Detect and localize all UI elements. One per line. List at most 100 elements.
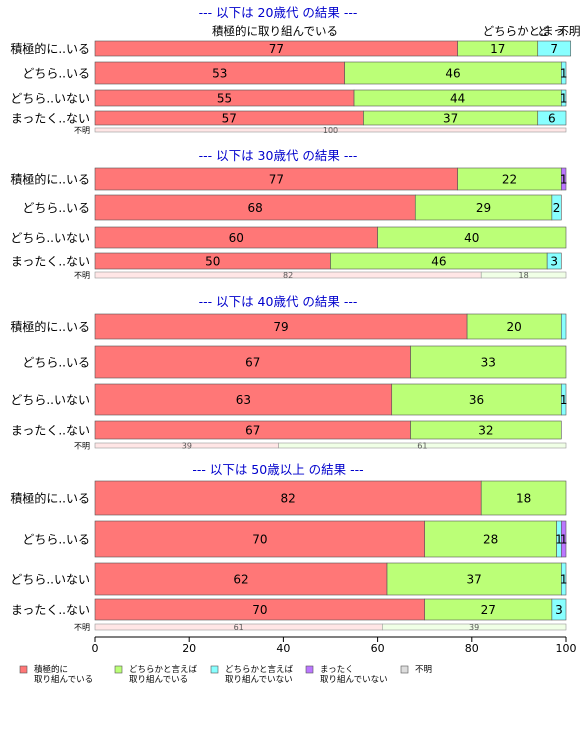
x-tick-label: 20: [182, 642, 196, 655]
legend-swatch: [400, 665, 409, 674]
bar-segment: [560, 520, 567, 558]
legend-label-line2: 取り組んでいる: [129, 674, 188, 685]
bar-segment: [94, 383, 393, 416]
row-label: まったく..ない: [11, 112, 90, 126]
data-label: 67: [245, 356, 260, 370]
bar-segment: [546, 252, 562, 270]
bar-segment: [560, 61, 567, 85]
data-label: 3: [550, 255, 558, 269]
bar-segment: [410, 345, 567, 379]
bar-segment: [537, 40, 572, 57]
legend-label-line1: 積極的に: [34, 664, 68, 675]
bar-segment: [94, 480, 482, 516]
row-label: どちら..いる: [22, 67, 90, 81]
data-label: 40: [464, 231, 479, 245]
row-label-unknown: 不明: [74, 623, 90, 632]
x-tick-label: 60: [371, 642, 385, 655]
data-label: 18: [516, 492, 531, 506]
data-label: 100: [323, 126, 338, 135]
bar-segment: [391, 383, 562, 416]
row-label: どちら..いる: [22, 533, 90, 547]
data-label: 1: [560, 533, 568, 547]
data-label: 61: [234, 623, 244, 632]
data-label: 22: [502, 173, 517, 187]
bar-segment: [278, 442, 567, 449]
row-label: どちら..いる: [22, 201, 90, 215]
data-label: 2: [553, 201, 561, 215]
data-label: 82: [280, 492, 295, 506]
data-label: 1: [560, 92, 568, 106]
data-label: 77: [269, 173, 284, 187]
bar-segment: [410, 420, 562, 440]
bar-segment: [560, 89, 567, 107]
row-label: どちら..いない: [10, 393, 90, 407]
data-label: 17: [490, 42, 505, 56]
data-label: 60: [229, 231, 244, 245]
data-label: 79: [273, 320, 288, 334]
row-label: まったく..ない: [11, 424, 90, 438]
data-label: 63: [236, 393, 251, 407]
data-label: 1: [560, 393, 568, 407]
data-label: 1: [560, 67, 568, 81]
legend-label-line2: 取り組んでいない: [320, 674, 388, 685]
row-label: 積極的に..いる: [10, 491, 90, 506]
bar-segment: [94, 127, 567, 133]
row-label: どちら..いない: [10, 92, 90, 106]
bar-segment: [94, 345, 411, 379]
data-label: 57: [222, 112, 237, 126]
data-label: 61: [417, 442, 427, 451]
row-label: どちら..いない: [10, 231, 90, 245]
data-label: 46: [445, 67, 460, 81]
data-label: 28: [483, 533, 498, 547]
row-label-unknown: 不明: [74, 271, 90, 280]
data-label: 36: [469, 393, 484, 407]
bar-segment: [551, 598, 567, 621]
data-label: 18: [519, 271, 529, 280]
row-label-unknown: 不明: [74, 126, 90, 135]
data-label: 39: [182, 442, 192, 451]
header-label: 積極的に取り組んでいる: [212, 24, 338, 38]
bar-segment: [560, 313, 567, 340]
bar-segment: [560, 383, 567, 416]
bar-segment: [560, 167, 567, 191]
legend-label-line2: 取り組んでいる: [34, 674, 93, 685]
panel-title: --- 以下は 40歳代 の結果 ---: [199, 294, 358, 309]
legend-swatch: [19, 665, 28, 674]
legend-label-line1: まったく: [320, 665, 354, 675]
row-label-unknown: 不明: [74, 442, 90, 451]
legend-label-line1: どちらかと言えば: [129, 664, 198, 675]
x-tick-label: 80: [465, 642, 479, 655]
data-label: 82: [283, 271, 293, 280]
x-tick-label: 40: [276, 642, 290, 655]
data-label: 1: [560, 573, 568, 587]
header-label: 不明: [558, 24, 580, 38]
legend-swatch: [114, 665, 123, 674]
data-label: 1: [555, 533, 563, 547]
bar-segment: [414, 194, 553, 221]
data-label: 32: [478, 424, 493, 438]
header-label: まっ..: [542, 24, 572, 38]
legend-label-line2: 取り組んでいない: [225, 674, 293, 685]
data-label: 29: [476, 201, 491, 215]
data-label: 7: [550, 42, 558, 56]
bar-segment: [537, 110, 567, 126]
legend-swatch: [305, 665, 314, 674]
legend-label-line1: 不明: [415, 665, 432, 675]
panel-title: --- 以下は 50歳以上 の結果 ---: [192, 462, 363, 477]
bar-segment: [560, 562, 567, 596]
bar-segment: [551, 194, 562, 221]
data-label: 70: [252, 533, 267, 547]
row-label: 積極的に..いる: [10, 41, 90, 56]
bar-segment: [480, 480, 567, 516]
data-label: 37: [467, 573, 482, 587]
row-label: どちら..いる: [22, 356, 90, 370]
x-tick-label: 100: [556, 642, 577, 655]
data-label: 67: [245, 424, 260, 438]
bar-segment: [377, 226, 567, 249]
bar-segment: [94, 313, 468, 340]
data-label: 70: [252, 603, 267, 617]
data-label: 62: [233, 573, 248, 587]
data-label: 20: [507, 320, 522, 334]
data-label: 33: [481, 356, 496, 370]
